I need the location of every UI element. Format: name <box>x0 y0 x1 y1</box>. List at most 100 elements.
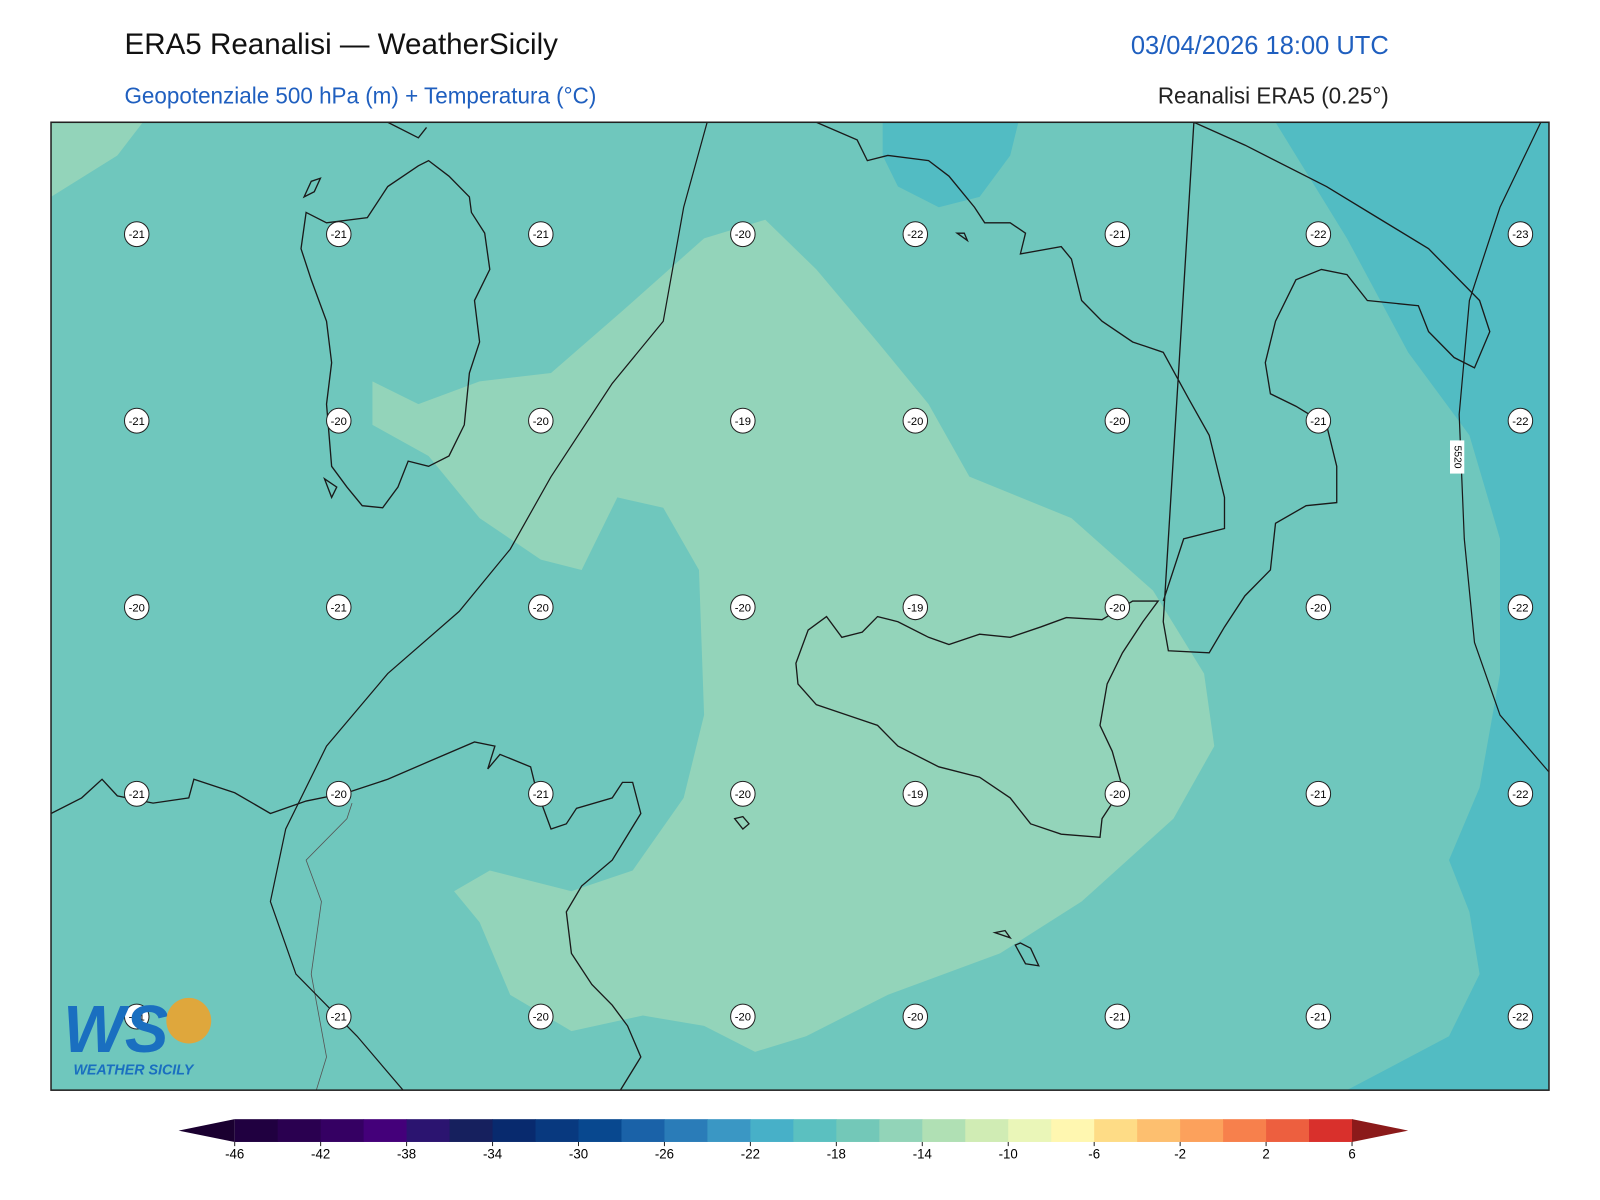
colorbar-tick-label: 2 <box>1262 1146 1269 1161</box>
field-warm <box>51 122 143 197</box>
colorbar-bin <box>1309 1119 1353 1142</box>
source: Reanalisi ERA5 (0.25°) <box>1158 83 1389 108</box>
station-temperature: -22 <box>1512 789 1528 801</box>
station-marker <box>730 780 756 807</box>
station-marker <box>123 407 150 434</box>
station-marker <box>902 1003 929 1030</box>
station-marker <box>1104 221 1131 248</box>
station-marker <box>1507 594 1534 621</box>
station-temperature: -21 <box>129 416 145 428</box>
station-marker <box>326 780 352 807</box>
colorbar-bin <box>707 1119 751 1142</box>
station-labels: -21 -21 -21 -20 -22 -21 -22 -23 -21 -20 -20 -19 -20 -… <box>123 221 1534 1030</box>
field-cold <box>882 122 1019 208</box>
station-temperature: -20 <box>129 602 145 614</box>
station-temperature: -22 <box>1512 416 1528 428</box>
colorbar-tick-label: -34 <box>483 1146 503 1161</box>
colorbar-bin <box>578 1119 622 1142</box>
station-temperature: -21 <box>331 1012 347 1024</box>
colorbar-bin <box>535 1119 580 1142</box>
subtitle: Geopotenziale 500 hPa (m) + Temperatura … <box>124 83 596 108</box>
colorbar-over <box>1352 1119 1409 1142</box>
station-marker <box>1104 1003 1131 1030</box>
station-marker <box>1104 407 1131 434</box>
map-area <box>51 122 1549 1091</box>
station-temperature: -20 <box>907 1012 923 1024</box>
colorbar-tick-label: -14 <box>913 1146 933 1161</box>
colorbar: -46 -42 -38 -34 -30 -26 -22 -18 -14 -10 -6 -2 2 6 <box>178 1119 1409 1162</box>
station-temperature: -21 <box>533 789 549 801</box>
station-marker <box>123 1003 150 1030</box>
contour-line <box>1458 122 1549 773</box>
colorbar-bin <box>879 1119 923 1142</box>
station-marker <box>902 407 929 434</box>
colorbar-tick-label: -10 <box>999 1146 1018 1161</box>
colorbar-bin <box>320 1119 365 1142</box>
colorbar-bin <box>1137 1119 1181 1142</box>
logo-name: WEATHER SICILY <box>73 1063 194 1079</box>
colorbar-tick-label: -30 <box>569 1146 588 1161</box>
colorbar-bin <box>922 1119 966 1142</box>
station-temperature: -21 <box>129 229 145 241</box>
station-temperature: -21 <box>129 789 145 801</box>
colorbar-bin <box>406 1119 451 1142</box>
station-temperature: -22 <box>907 229 923 241</box>
colorbar-bin <box>1094 1119 1138 1142</box>
station-temperature: -22 <box>1512 602 1528 614</box>
colorbar-bin <box>793 1119 837 1142</box>
colorbar-bin <box>449 1119 494 1142</box>
colorbar-bin <box>363 1119 408 1142</box>
colorbar-tick-label: 6 <box>1348 1146 1355 1161</box>
station-temperature: -21 <box>533 229 549 241</box>
station-marker <box>326 594 352 621</box>
station-marker <box>1305 1003 1332 1030</box>
colorbar-tick-label: -2 <box>1174 1146 1186 1161</box>
logo: WS WEATHER SICILY <box>63 991 212 1079</box>
colorbar-tick-label: -6 <box>1088 1146 1100 1161</box>
contour-label: 5520 <box>1451 445 1462 468</box>
station-temperature: -20 <box>331 789 347 801</box>
station-temperature: -21 <box>331 229 347 241</box>
station-temperature: -19 <box>735 416 751 428</box>
colorbar-tick-label: -18 <box>827 1146 846 1161</box>
colorbar-bin <box>1223 1119 1267 1142</box>
colorbar-tick-label: -22 <box>741 1146 760 1161</box>
station-temperature: -20 <box>907 416 923 428</box>
station-marker <box>1305 407 1332 434</box>
map-frame <box>50 121 1550 1091</box>
station-marker <box>902 221 929 248</box>
colorbar-bin <box>277 1119 322 1142</box>
station-marker <box>730 221 756 248</box>
station-temperature: -20 <box>533 1012 549 1024</box>
station-temperature: -20 <box>331 416 347 428</box>
station-marker <box>123 594 150 621</box>
station-temperature: -20 <box>1310 602 1326 614</box>
colorbar-bin <box>621 1119 665 1142</box>
station-temperature: -21 <box>1310 1012 1326 1024</box>
station-marker <box>730 407 756 434</box>
station-temperature: -20 <box>1109 602 1125 614</box>
colorbar-bin <box>1051 1119 1095 1142</box>
station-marker <box>902 594 929 621</box>
station-marker <box>1507 780 1534 807</box>
station-marker <box>1507 1003 1534 1030</box>
colorbar-tick-label: -42 <box>311 1146 330 1161</box>
colorbar-bin <box>836 1119 880 1142</box>
station-marker <box>902 780 929 807</box>
station-marker <box>528 407 554 434</box>
colorbar-bin <box>1008 1119 1052 1142</box>
colorbar-bin <box>750 1119 794 1142</box>
station-marker <box>1507 407 1534 434</box>
title: ERA5 Reanalisi — WeatherSicily <box>124 28 558 61</box>
station-temperature: -21 <box>1310 416 1326 428</box>
station-marker <box>326 407 352 434</box>
colorbar-bin <box>664 1119 708 1142</box>
station-marker <box>1104 780 1131 807</box>
colorbar-bin <box>1180 1119 1224 1142</box>
station-marker <box>528 780 554 807</box>
station-marker <box>1507 221 1534 248</box>
field-cold <box>1275 122 1549 1091</box>
station-marker <box>730 594 756 621</box>
station-temperature: -19 <box>907 789 923 801</box>
